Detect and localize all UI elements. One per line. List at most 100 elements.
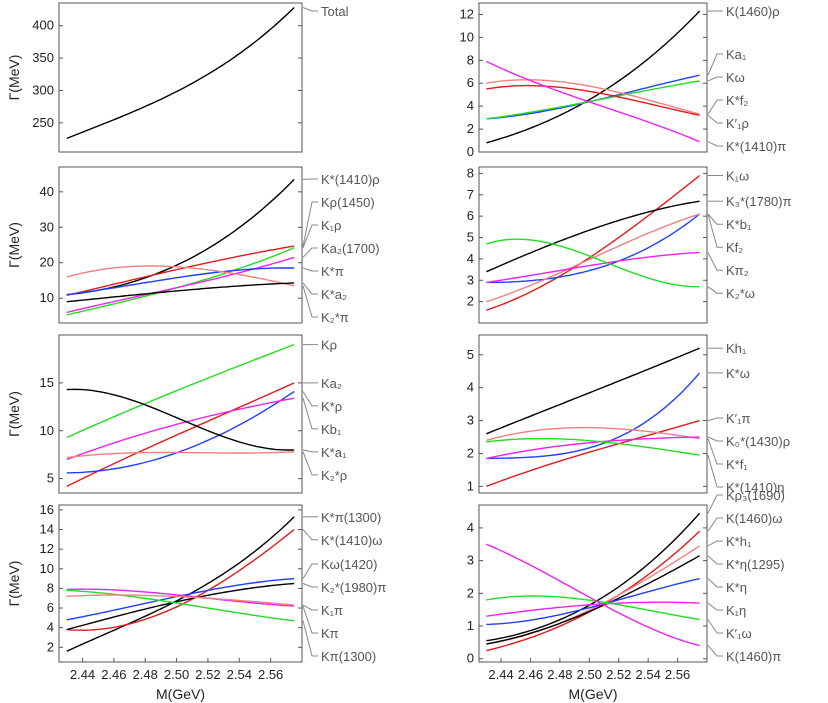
- series-line: [486, 60, 700, 143]
- y-tick-label: 7: [467, 187, 474, 202]
- legend-label: Kπ₂: [726, 263, 749, 278]
- legend-leader: [302, 563, 318, 579]
- series-line: [486, 200, 700, 273]
- x-tick-label: 2.48: [133, 667, 158, 682]
- y-tick-label: 5: [467, 347, 474, 362]
- legend-leader: [302, 282, 318, 295]
- legend-label: K₁π: [321, 603, 343, 618]
- series-line: [486, 372, 701, 460]
- legend-label: K*a₁: [321, 445, 347, 460]
- series-line: [486, 79, 700, 115]
- y-tick-label: 12: [40, 541, 54, 556]
- series-line: [66, 589, 295, 622]
- legend-label: Total: [321, 4, 349, 19]
- legend-leader: [302, 267, 318, 272]
- y-tick-label: 8: [467, 52, 474, 67]
- y-tick-label: 8: [47, 580, 54, 595]
- series-line: [66, 594, 295, 606]
- legend-leader: [707, 53, 723, 76]
- legend-label: Kπ(1300): [321, 649, 376, 664]
- series-line: [66, 282, 295, 303]
- legend-leader: [302, 604, 318, 611]
- legend-leader: [707, 417, 723, 422]
- legend-leader: [302, 620, 318, 657]
- legend-leader: [707, 213, 723, 225]
- legend-label: Kω: [726, 70, 745, 85]
- y-tick-label: 300: [32, 82, 54, 97]
- y-tick-label: 6: [47, 600, 54, 615]
- y-tick-label: 2: [467, 121, 474, 136]
- legend-label: K₁η: [726, 603, 746, 618]
- legend-label: Ka₂(1700): [321, 241, 380, 256]
- x-tick-label: 2.46: [101, 667, 126, 682]
- legend-leader: [302, 529, 318, 541]
- y-tick-label: 1: [467, 478, 474, 493]
- y-tick-label: 10: [40, 423, 54, 438]
- legend-label: K*η: [726, 580, 747, 595]
- y-tick-label: 8: [467, 165, 474, 180]
- plot-frame: [478, 166, 708, 324]
- plot-frame: [58, 166, 303, 324]
- y-tick-label: 12: [460, 6, 474, 21]
- series-line: [486, 80, 700, 120]
- series-line: [66, 397, 295, 461]
- y-tick-label: 1: [467, 618, 474, 633]
- legend-leader: [707, 286, 723, 294]
- panel-2: 0 2 4 6 8 10 12 K(1460)ρ Ka₁ Kω K*f₂ K′₁ρ K*(1410)π: [460, 2, 786, 159]
- panel-6: 1 2 3 4 5 Kh₁ K*ω K′₁π K₀*(1430)ρ K*f₁ K*(1410)η: [467, 334, 790, 495]
- y-tick-label: 3: [467, 413, 474, 428]
- series-line: [66, 267, 295, 296]
- series-line: [486, 10, 701, 144]
- series-line: [66, 390, 295, 474]
- legend-label: K(1460)ρ: [726, 4, 780, 19]
- y-axis-label: Γ(MeV): [6, 391, 22, 437]
- series-line: [66, 388, 295, 451]
- legend-label: K(1460)π: [726, 649, 781, 664]
- y-tick-label: 4: [467, 380, 474, 395]
- legend-leader: [302, 451, 318, 476]
- y-tick-label: 20: [40, 255, 54, 270]
- legend-label: K′₁ω: [726, 626, 752, 641]
- x-tick-label: 2.48: [547, 667, 572, 682]
- y-axis-label: Γ(MeV): [6, 561, 22, 607]
- legend-leader: [707, 114, 723, 124]
- x-tick-label: 2.44: [70, 667, 95, 682]
- plot-frame: [58, 334, 303, 494]
- legend-label: K*ω: [726, 366, 750, 381]
- plot-frame: [58, 2, 303, 153]
- y-tick-label: 2: [47, 639, 54, 654]
- series-line: [486, 347, 700, 435]
- legend-leader: [707, 99, 723, 115]
- series-line: [486, 213, 701, 284]
- legend-leader: [302, 247, 318, 258]
- y-axis-label: Γ(MeV): [6, 55, 22, 101]
- series-line: [66, 6, 295, 140]
- legend-label: K*a₂: [321, 287, 347, 302]
- plot-frame: [58, 504, 303, 663]
- legend-label: K(1460)ω: [726, 511, 782, 526]
- legend-label: Ka₁: [726, 47, 747, 62]
- y-tick-label: 0: [467, 651, 474, 666]
- plot-frame: [478, 2, 708, 153]
- series-line: [66, 245, 295, 296]
- series-line: [66, 582, 295, 631]
- legend-leader: [707, 540, 723, 547]
- x-tick-label: 2.52: [606, 667, 631, 682]
- y-tick-label: 30: [40, 219, 54, 234]
- y-tick-label: 5: [467, 230, 474, 245]
- y-tick-label: 4: [467, 251, 474, 266]
- legend-leader: [302, 391, 318, 407]
- legend-label: K*(1410)ω: [321, 533, 382, 548]
- y-tick-label: 15: [40, 375, 54, 390]
- legend-label: K*(1410)ρ: [321, 172, 380, 187]
- series-line: [486, 437, 700, 456]
- legend-leader: [707, 619, 723, 634]
- legend-leader: [707, 494, 723, 514]
- y-tick-label: 2: [467, 294, 474, 309]
- legend-label: K₂*π: [321, 310, 349, 325]
- y-tick-label: 10: [40, 290, 54, 305]
- x-tick-label: 2.54: [636, 667, 661, 682]
- legend-label: Kω(1420): [321, 557, 377, 572]
- legend-leader: [302, 449, 318, 453]
- legend-leader: [707, 436, 723, 442]
